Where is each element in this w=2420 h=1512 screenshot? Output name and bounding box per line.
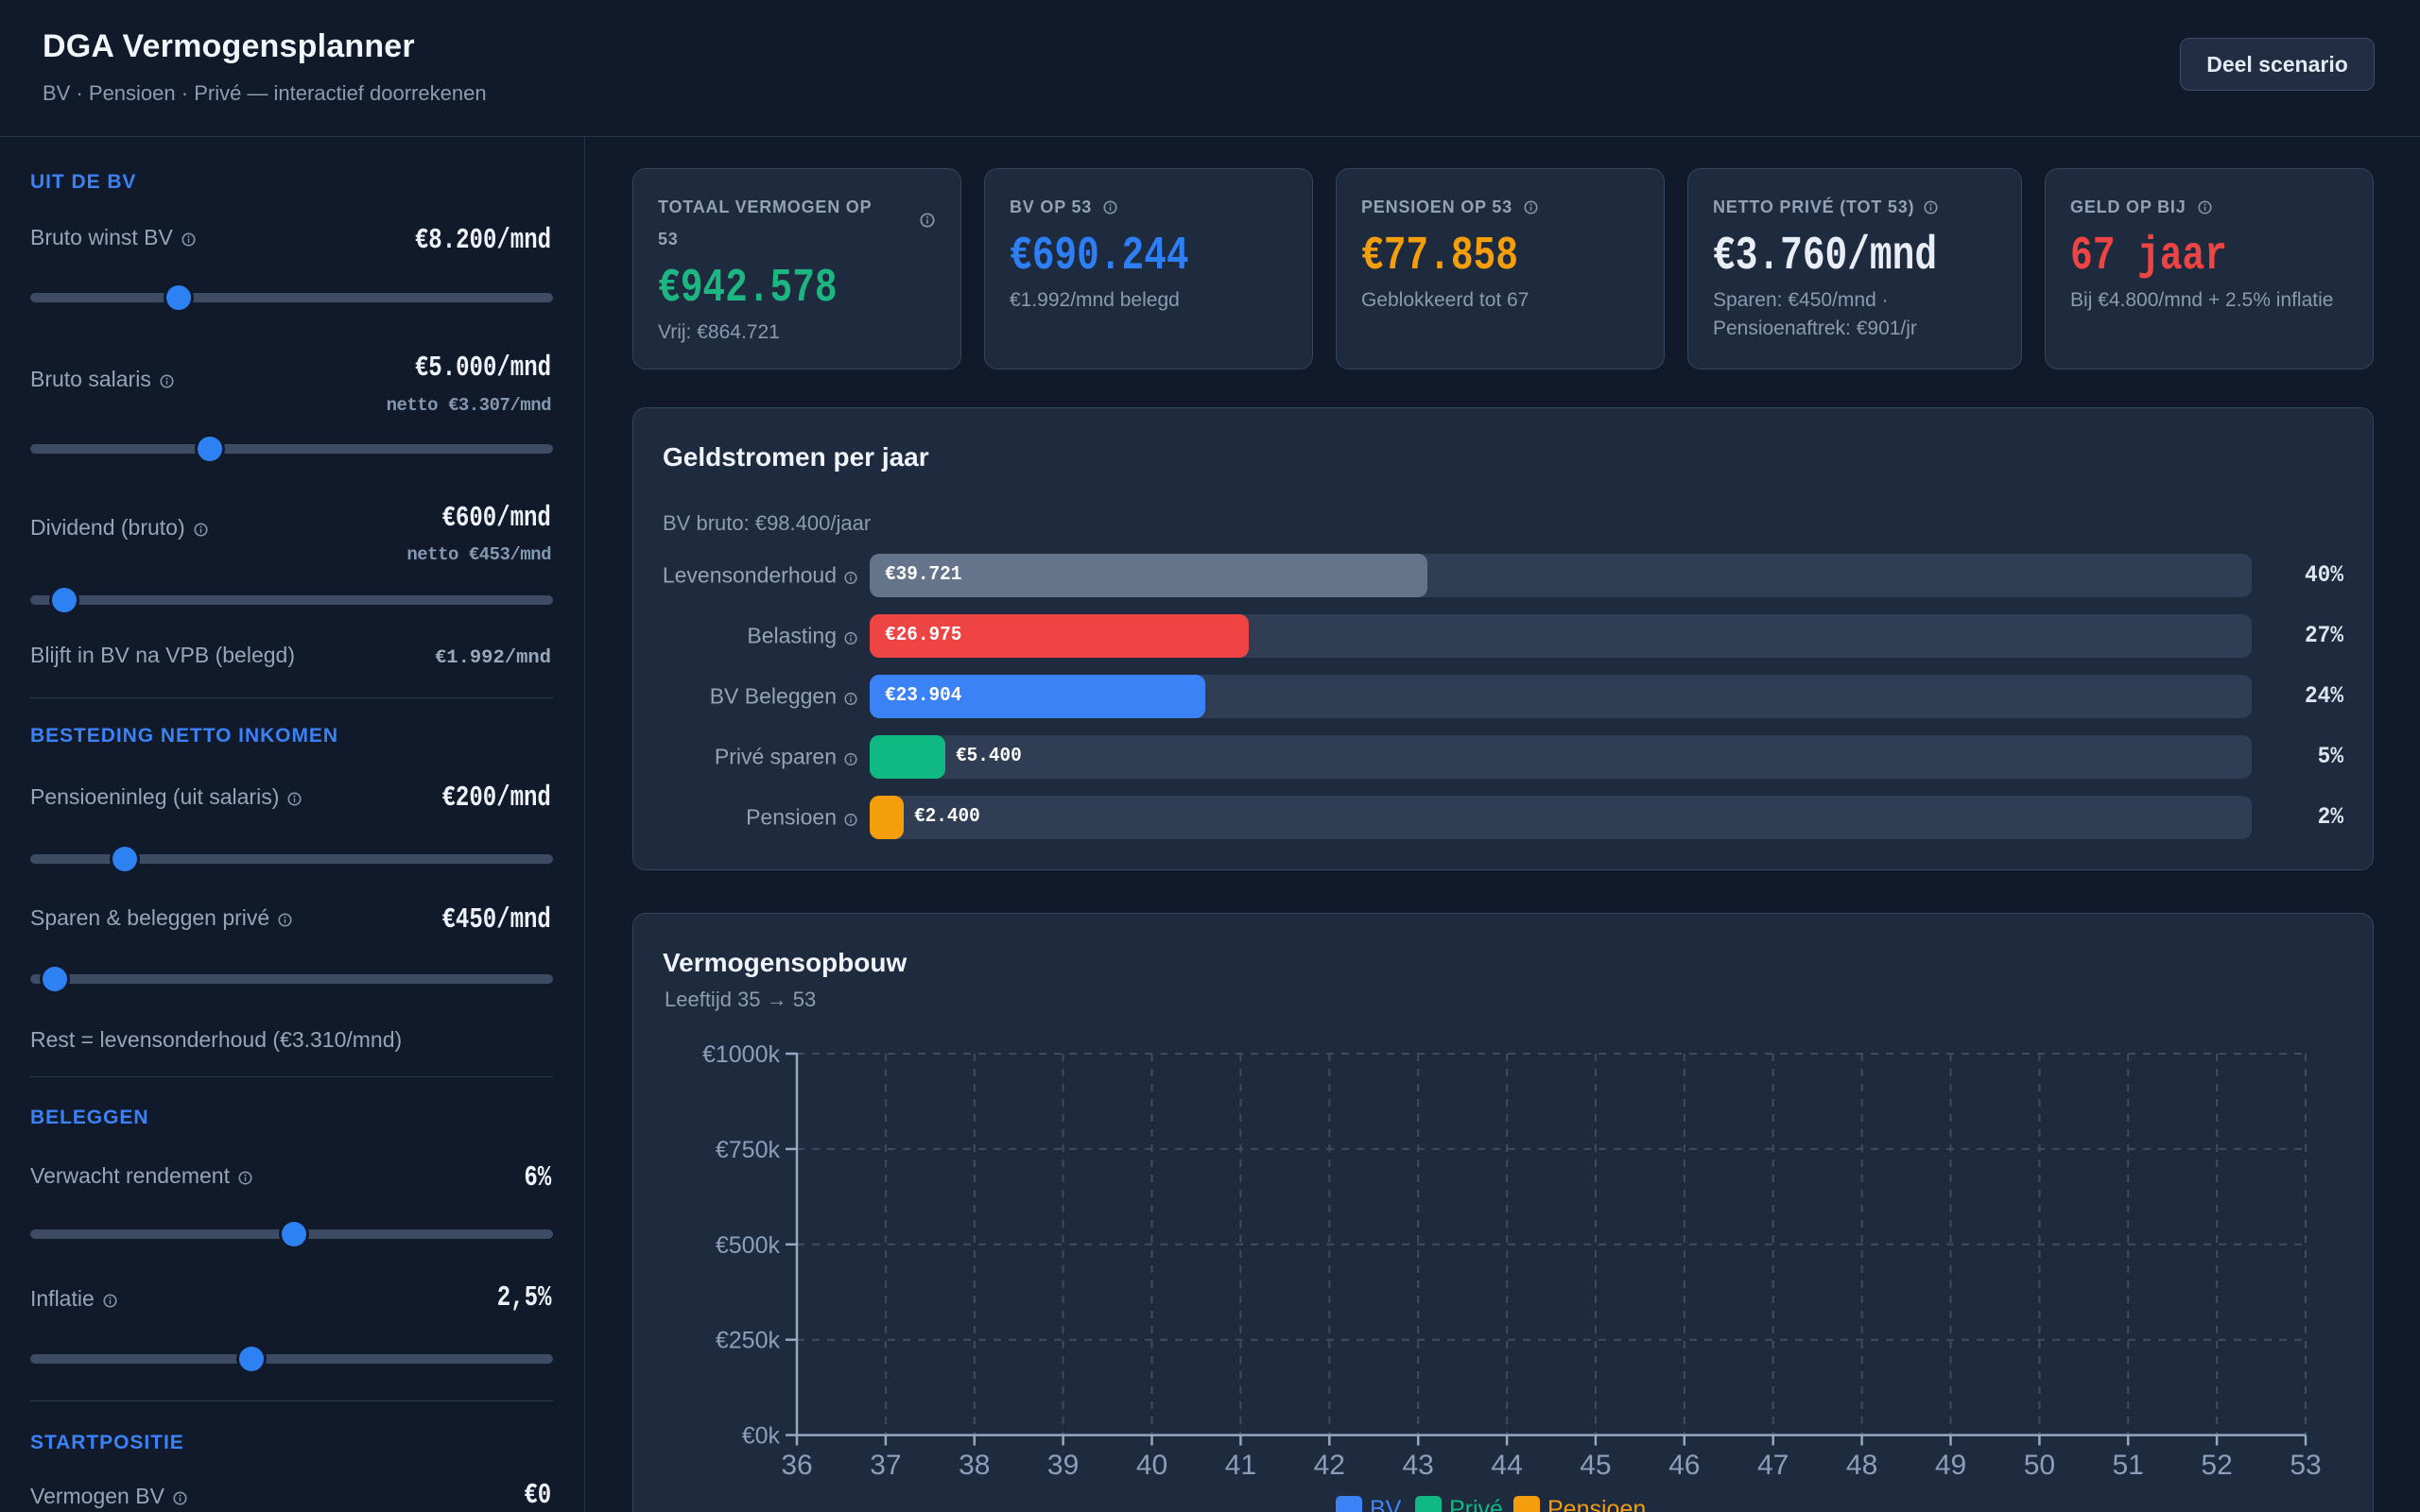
svg-text:52: 52: [2201, 1450, 2232, 1481]
svg-text:€0k: €0k: [742, 1423, 781, 1450]
svg-text:46: 46: [1668, 1450, 1700, 1481]
svg-text:49: 49: [1935, 1450, 1966, 1481]
svg-text:48: 48: [1846, 1450, 1877, 1481]
svg-text:41: 41: [1225, 1450, 1256, 1481]
svg-text:42: 42: [1314, 1450, 1345, 1481]
svg-text:50: 50: [2024, 1450, 2055, 1481]
svg-text:45: 45: [1580, 1450, 1611, 1481]
svg-text:53: 53: [2290, 1450, 2321, 1481]
svg-text:36: 36: [781, 1450, 812, 1481]
svg-text:39: 39: [1047, 1450, 1079, 1481]
svg-text:€500k: €500k: [716, 1232, 781, 1259]
svg-text:37: 37: [870, 1450, 901, 1481]
svg-text:38: 38: [959, 1450, 990, 1481]
svg-text:44: 44: [1491, 1450, 1522, 1481]
svg-text:€250k: €250k: [716, 1328, 781, 1354]
svg-text:51: 51: [2113, 1450, 2144, 1481]
svg-text:43: 43: [1403, 1450, 1434, 1481]
svg-text:40: 40: [1136, 1450, 1167, 1481]
svg-text:€750k: €750k: [716, 1137, 781, 1163]
svg-text:€1000k: €1000k: [702, 1041, 781, 1068]
svg-text:47: 47: [1757, 1450, 1789, 1481]
